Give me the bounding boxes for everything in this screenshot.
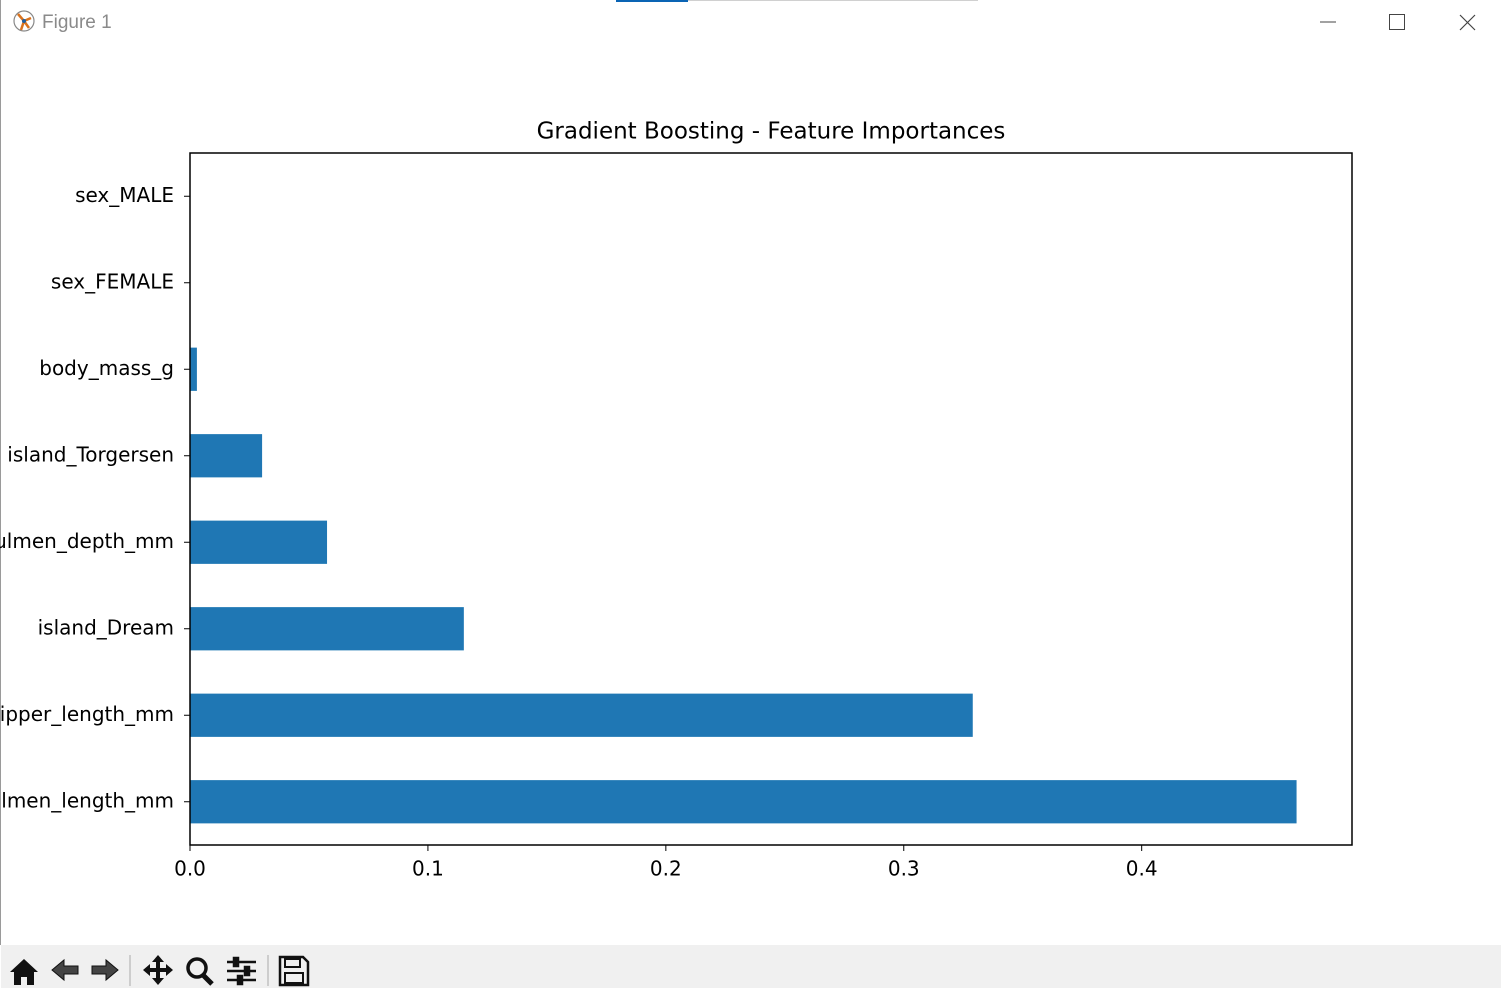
home-button[interactable] xyxy=(10,959,38,985)
y-tick-label: sex_FEMALE xyxy=(51,269,174,293)
pan-button[interactable] xyxy=(143,955,173,985)
bar xyxy=(190,520,328,564)
y-tick-label: flipper_length_mm xyxy=(0,702,174,726)
configure-button[interactable] xyxy=(227,956,256,986)
bar xyxy=(190,607,464,651)
bar xyxy=(190,780,1297,824)
y-tick-label: island_Torgersen xyxy=(7,442,174,466)
plot-frame xyxy=(189,152,1353,846)
maximize-button[interactable] xyxy=(1389,14,1405,30)
x-tick-label: 0.1 xyxy=(412,857,444,881)
x-tick-label: 0.3 xyxy=(888,857,920,881)
chart-title: Gradient Boosting - Feature Importances xyxy=(537,119,1006,145)
y-tick-label: culmen_length_mm xyxy=(0,788,174,812)
close-button[interactable] xyxy=(1459,14,1476,31)
y-tick-label: island_Dream xyxy=(38,615,174,639)
toolbar xyxy=(1,945,1501,988)
bar xyxy=(190,434,263,478)
window-title: Figure 1 xyxy=(42,12,112,33)
forward-button[interactable] xyxy=(91,958,119,982)
x-tick-label: 0.4 xyxy=(1126,857,1158,881)
y-tick-label: culmen_depth_mm xyxy=(0,529,174,553)
taskbar-accent xyxy=(616,0,688,2)
bar xyxy=(190,693,973,737)
app-icon xyxy=(13,10,35,32)
y-tick-label: body_mass_g xyxy=(39,356,174,380)
toolbar-background xyxy=(1,945,1501,988)
x-tick-label: 0.0 xyxy=(174,857,206,881)
chart: Gradient Boosting - Feature Importances … xyxy=(0,119,1353,881)
x-tick-label: 0.2 xyxy=(650,857,682,881)
taskbar-accent xyxy=(688,0,978,1)
save-button[interactable] xyxy=(278,955,310,987)
bar xyxy=(190,347,197,391)
back-button[interactable] xyxy=(51,958,79,982)
zoom-button[interactable] xyxy=(186,957,214,986)
title-bar: Figure 1 xyxy=(13,10,1476,33)
y-tick-label: sex_MALE xyxy=(75,183,174,207)
